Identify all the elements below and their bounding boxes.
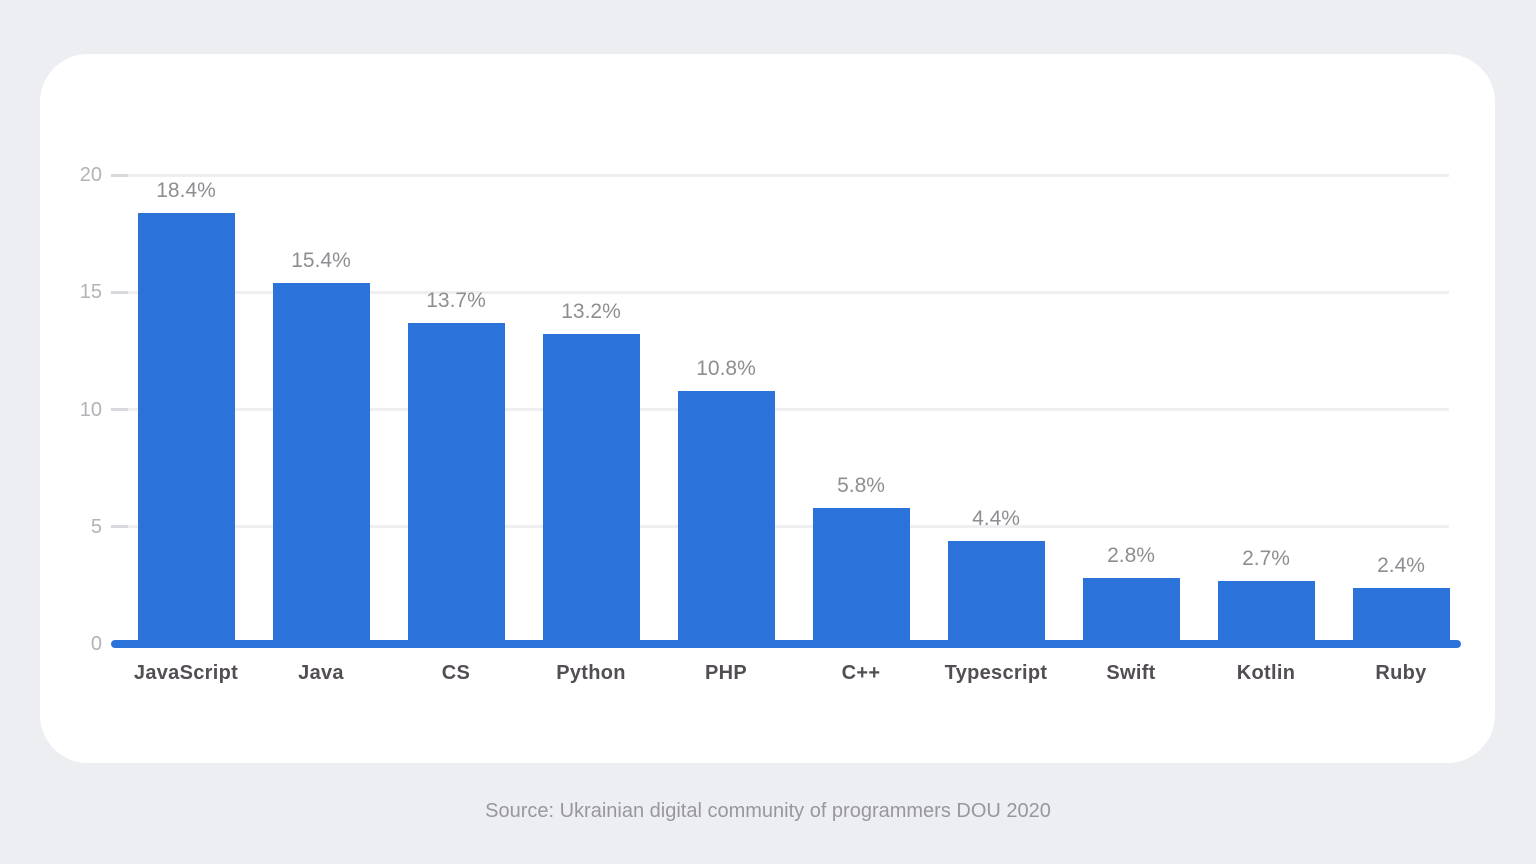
bar-cs — [407, 322, 505, 644]
bar-kotlin — [1217, 580, 1315, 644]
y-tick-mark — [111, 525, 128, 529]
bar-php — [677, 390, 775, 644]
bar-value-label: 15.4% — [291, 248, 351, 272]
bar-python — [542, 334, 640, 644]
y-axis-tick-15: 15 — [79, 281, 102, 304]
bar-java — [272, 282, 370, 644]
bar-value-label: 2.4% — [1377, 553, 1425, 577]
bar-javascript — [137, 212, 235, 644]
gridline-20 — [115, 173, 1449, 177]
gridline-10 — [115, 408, 1449, 411]
y-axis-tick-20: 20 — [79, 164, 102, 186]
plot-area: 0 5 10 15 20 18.4% JavaScript 15.4% Java 13.7% CS 1… — [80, 164, 1461, 684]
bar-value-label: 5.8% — [837, 474, 885, 497]
y-tick-mark — [111, 408, 128, 411]
x-axis-label-java: Java — [298, 662, 344, 684]
chart-card: 0 5 10 15 20 18.4% JavaScript 15.4% Java 13.7% CS 1… — [40, 54, 1495, 763]
x-axis-label-python: Python — [556, 662, 626, 684]
gridline-15 — [115, 290, 1449, 294]
y-axis-tick-0: 0 — [90, 633, 102, 655]
x-axis-label-swift: Swift — [1106, 662, 1156, 684]
bar-value-label: 13.7% — [426, 288, 486, 312]
x-axis-label-typescript: Typescript — [944, 662, 1048, 684]
gridline-5 — [115, 525, 1449, 529]
bar-value-label: 2.7% — [1242, 546, 1290, 570]
bar-swift — [1082, 578, 1180, 644]
y-tick-mark — [111, 173, 128, 177]
bar-value-label: 10.8% — [696, 356, 756, 380]
bar-value-label: 2.8% — [1107, 544, 1155, 568]
y-tick-mark — [111, 290, 128, 294]
x-axis-label-kotlin: Kotlin — [1236, 662, 1296, 684]
x-axis-label-javascript: JavaScript — [133, 662, 239, 684]
y-axis-tick-10: 10 — [79, 398, 102, 421]
source-caption: Source: Ukrainian digital community of p… — [485, 800, 1051, 822]
x-axis-label-php: PHP — [704, 662, 748, 684]
x-axis-label-ruby: Ruby — [1375, 662, 1427, 684]
x-axis-label-cs: CS — [441, 662, 471, 684]
x-axis-line — [111, 640, 1461, 648]
bar-typescript — [947, 540, 1045, 644]
bar-value-label: 18.4% — [156, 178, 216, 202]
bar-value-label: 4.4% — [972, 506, 1020, 530]
bar-c — [812, 508, 910, 644]
y-axis-tick-5: 5 — [90, 515, 102, 538]
bar-value-label: 13.2% — [561, 300, 621, 324]
bar-ruby — [1352, 587, 1450, 644]
x-axis-label-c: C++ — [841, 662, 881, 684]
